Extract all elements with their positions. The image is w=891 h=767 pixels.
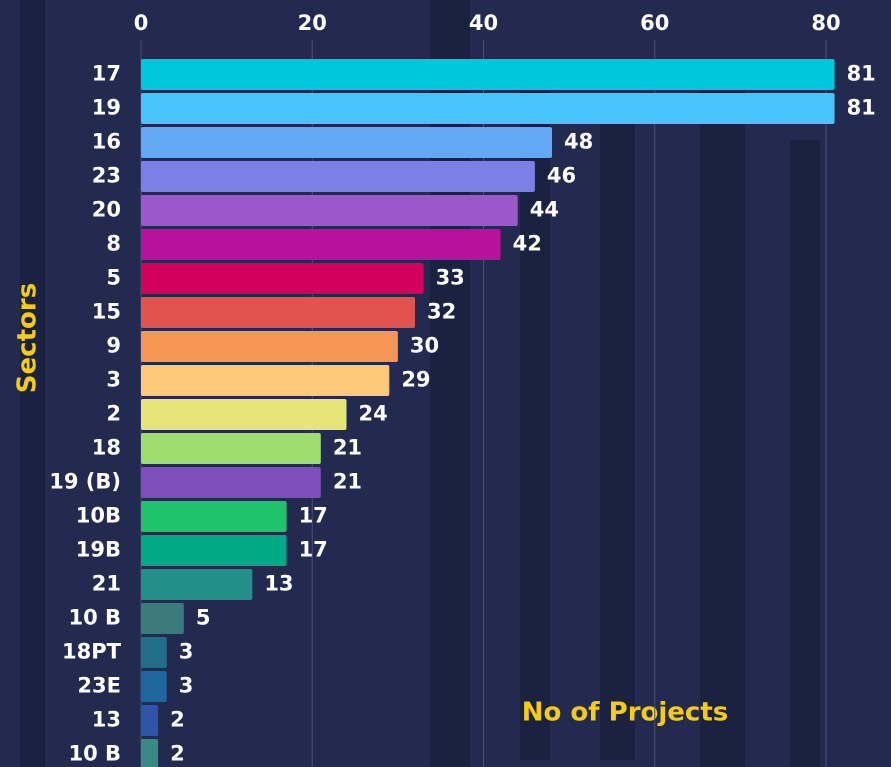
bar <box>141 467 321 498</box>
bar <box>141 569 252 600</box>
bar <box>141 263 424 294</box>
y-tick-label: 15 <box>92 300 121 324</box>
bar <box>141 229 501 260</box>
bar <box>141 637 167 668</box>
bar <box>141 161 535 192</box>
y-tick-label: 23 <box>92 164 121 188</box>
x-tick-label: 0 <box>134 11 149 35</box>
data-label: 2 <box>170 742 185 766</box>
y-tick-label: 19 <box>92 96 121 120</box>
bar <box>141 705 158 736</box>
data-label: 81 <box>847 62 876 86</box>
data-label: 17 <box>299 504 328 528</box>
bar <box>141 399 347 430</box>
bar <box>141 195 518 226</box>
y-axis-title: Sectors <box>13 283 43 393</box>
bar <box>141 331 398 362</box>
data-label: 17 <box>299 538 328 562</box>
y-tick-label: 21 <box>92 572 121 596</box>
bar <box>141 93 835 124</box>
data-label: 2 <box>170 708 185 732</box>
data-label: 30 <box>410 334 439 358</box>
y-tick-label: 18 <box>92 436 121 460</box>
y-tick-label: 10B <box>76 504 121 528</box>
y-tick-label: 18PT <box>62 640 122 664</box>
bar <box>141 739 158 767</box>
bar <box>141 297 415 328</box>
y-tick-label: 13 <box>92 708 121 732</box>
x-tick-label: 20 <box>298 11 327 35</box>
data-label: 21 <box>333 436 362 460</box>
chart: Sectors No of Projects 02040608017811981… <box>0 0 891 767</box>
data-label: 3 <box>179 640 194 664</box>
y-tick-label: 2 <box>106 402 121 426</box>
bar <box>141 59 835 90</box>
data-label: 44 <box>530 198 559 222</box>
data-label: 29 <box>401 368 430 392</box>
y-tick-label: 5 <box>106 266 121 290</box>
y-tick-label: 10 B <box>68 606 121 630</box>
data-label: 42 <box>513 232 542 256</box>
x-axis-title: No of Projects <box>522 698 729 728</box>
bar <box>141 671 167 702</box>
x-tick-label: 60 <box>640 11 669 35</box>
bar <box>141 501 287 532</box>
bar <box>141 433 321 464</box>
y-tick-label: 9 <box>106 334 121 358</box>
y-tick-label: 23E <box>77 674 121 698</box>
bar <box>141 365 389 396</box>
x-tick-label: 40 <box>469 11 498 35</box>
data-label: 48 <box>564 130 593 154</box>
bar <box>141 603 184 634</box>
y-tick-label: 19B <box>76 538 121 562</box>
data-label: 81 <box>847 96 876 120</box>
y-tick-label: 17 <box>92 62 121 86</box>
x-tick-label: 80 <box>811 11 840 35</box>
bar <box>141 535 287 566</box>
data-label: 24 <box>359 402 388 426</box>
y-tick-label: 8 <box>106 232 121 256</box>
y-tick-label: 10 B <box>68 742 121 766</box>
y-tick-label: 3 <box>106 368 121 392</box>
data-label: 46 <box>547 164 576 188</box>
data-label: 33 <box>436 266 465 290</box>
data-label: 13 <box>264 572 293 596</box>
data-label: 32 <box>427 300 456 324</box>
y-tick-label: 19 (B) <box>49 470 121 494</box>
y-tick-label: 16 <box>92 130 121 154</box>
data-label: 3 <box>179 674 194 698</box>
bar <box>141 127 552 158</box>
data-label: 5 <box>196 606 211 630</box>
y-tick-label: 20 <box>92 198 121 222</box>
data-label: 21 <box>333 470 362 494</box>
